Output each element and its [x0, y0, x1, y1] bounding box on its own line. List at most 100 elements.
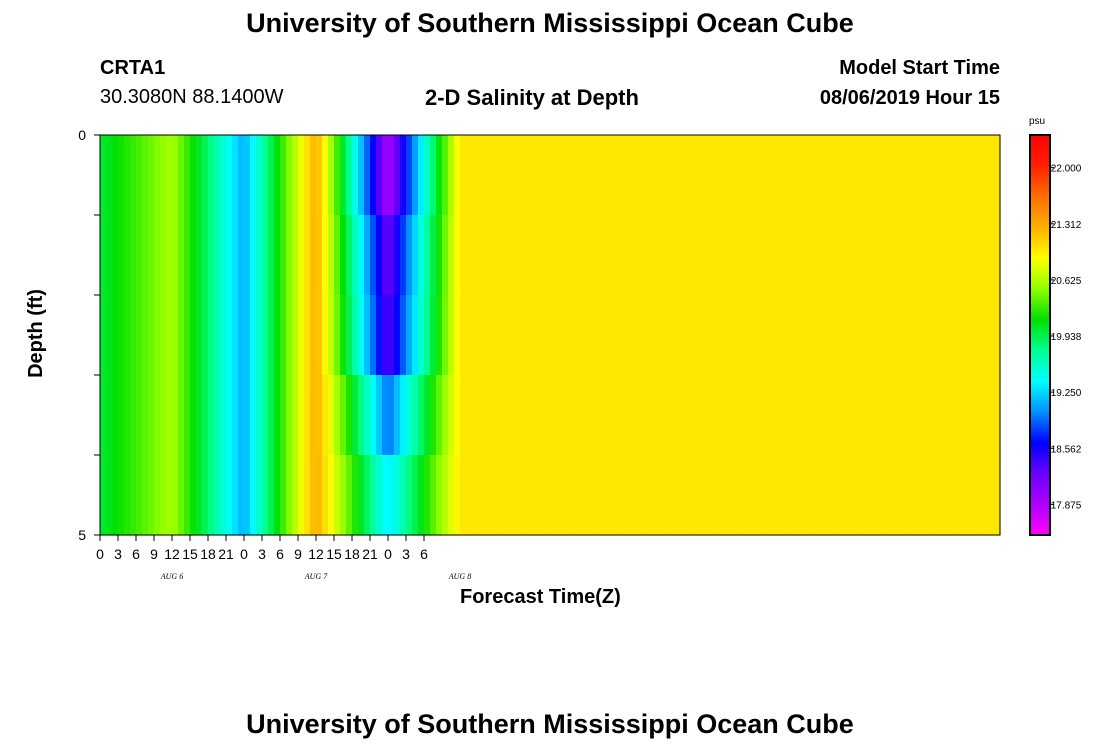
heatmap-cell: [628, 135, 635, 216]
heatmap-cell: [970, 375, 977, 456]
x-tick-label: 0: [240, 546, 248, 562]
heatmap-cell: [646, 375, 653, 456]
heatmap-cell: [238, 455, 245, 536]
heatmap-cell: [760, 135, 767, 216]
heatmap-cell: [538, 135, 545, 216]
heatmap-cell: [706, 295, 713, 376]
heatmap-cell: [568, 135, 575, 216]
heatmap-cell: [472, 295, 479, 376]
heatmap-cell: [850, 215, 857, 296]
heatmap-cell: [436, 135, 443, 216]
heatmap-cell: [772, 375, 779, 456]
heatmap-cell: [568, 295, 575, 376]
heatmap-cell: [550, 375, 557, 456]
heatmap-cell: [142, 375, 149, 456]
heatmap-cell: [514, 215, 521, 296]
heatmap-cell: [604, 375, 611, 456]
page-title: University of Southern Mississippi Ocean…: [246, 8, 854, 38]
heatmap-cell: [328, 215, 335, 296]
heatmap-cell: [130, 295, 137, 376]
heatmap-cell: [700, 375, 707, 456]
heatmap-cell: [442, 295, 449, 376]
heatmap-cell: [808, 295, 815, 376]
heatmap-cell: [298, 455, 305, 536]
heatmap-cell: [466, 135, 473, 216]
heatmap-cell: [154, 455, 161, 536]
model-start-value: 08/06/2019 Hour 15: [819, 87, 1000, 109]
heatmap-cell: [922, 215, 929, 296]
heatmap-cell: [772, 455, 779, 536]
heatmap-cell: [862, 135, 869, 216]
heatmap-cell: [646, 455, 653, 536]
y-tick-label: 0: [78, 127, 86, 143]
heatmap-cell: [262, 455, 269, 536]
heatmap-cell: [526, 455, 533, 536]
heatmap-cell: [940, 135, 947, 216]
heatmap-cell: [442, 455, 449, 536]
heatmap-cell: [730, 455, 737, 536]
heatmap-cell: [364, 215, 371, 296]
heatmap-cell: [154, 215, 161, 296]
heatmap-cell: [892, 375, 899, 456]
heatmap-cell: [742, 215, 749, 296]
heatmap-cell: [760, 215, 767, 296]
heatmap-cell: [832, 215, 839, 296]
heatmap-cell: [826, 215, 833, 296]
heatmap-cell: [910, 215, 917, 296]
heatmap-cell: [160, 135, 167, 216]
heatmap-cell: [514, 375, 521, 456]
heatmap-cell: [316, 295, 323, 376]
heatmap-cell: [304, 135, 311, 216]
heatmap-cell: [880, 135, 887, 216]
heatmap-cell: [274, 455, 281, 536]
heatmap-cells: [100, 135, 1001, 536]
heatmap-cell: [838, 375, 845, 456]
heatmap-cell: [112, 375, 119, 456]
day-label: AUG 7: [304, 572, 328, 581]
heatmap-cell: [760, 295, 767, 376]
heatmap-cell: [838, 455, 845, 536]
heatmap-cell: [868, 295, 875, 376]
heatmap-cell: [160, 455, 167, 536]
heatmap-cell: [958, 215, 965, 296]
x-tick-label: 21: [362, 546, 378, 562]
heatmap-cell: [688, 295, 695, 376]
heatmap-cell: [208, 375, 215, 456]
heatmap-cell: [934, 135, 941, 216]
heatmap-cell: [406, 215, 413, 296]
heatmap-cell: [790, 295, 797, 376]
heatmap-cell: [526, 295, 533, 376]
heatmap-cell: [328, 295, 335, 376]
heatmap-cell: [568, 215, 575, 296]
heatmap-cell: [892, 455, 899, 536]
heatmap-cell: [556, 295, 563, 376]
heatmap-cell: [472, 455, 479, 536]
heatmap-cell: [718, 375, 725, 456]
heatmap-cell: [304, 295, 311, 376]
heatmap-cell: [178, 135, 185, 216]
heatmap-cell: [898, 215, 905, 296]
heatmap-cell: [496, 295, 503, 376]
heatmap-cell: [124, 135, 131, 216]
heatmap-cell: [826, 455, 833, 536]
heatmap-cell: [538, 215, 545, 296]
heatmap-cell: [556, 455, 563, 536]
heatmap-cell: [280, 215, 287, 296]
heatmap-cell: [670, 375, 677, 456]
heatmap-cell: [214, 215, 221, 296]
heatmap-cell: [502, 455, 509, 536]
heatmap-cell: [184, 215, 191, 296]
heatmap-cell: [214, 295, 221, 376]
heatmap-cell: [244, 135, 251, 216]
heatmap-cell: [454, 215, 461, 296]
heatmap-cell: [994, 295, 1001, 376]
x-tick-label: 12: [308, 546, 324, 562]
heatmap-cell: [760, 455, 767, 536]
heatmap-cell: [130, 135, 137, 216]
heatmap-cell: [292, 135, 299, 216]
heatmap-cell: [448, 295, 455, 376]
heatmap-cell: [904, 375, 911, 456]
x-tick-label: 18: [200, 546, 216, 562]
heatmap-cell: [964, 375, 971, 456]
